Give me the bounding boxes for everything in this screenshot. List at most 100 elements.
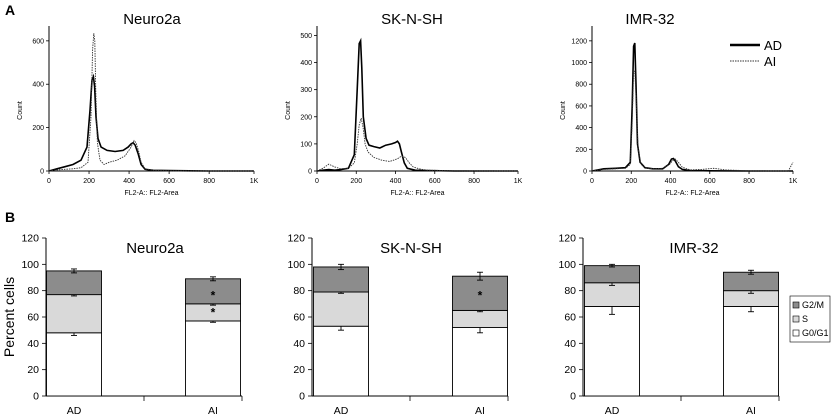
y-tick-label: 100 <box>300 141 312 148</box>
x-tick-label: 800 <box>203 178 215 185</box>
histogram-sk-n-sh: SK-N-SH 0 100 200 300 400 500 0 200 400 600 800 1K FL… <box>285 11 523 197</box>
y-tick-label: 300 <box>300 87 312 94</box>
y-tick-label: 400 <box>575 125 587 132</box>
bar-segment-g2-m <box>313 266 369 293</box>
y-tick-label: 400 <box>32 82 44 89</box>
series-line-ad <box>316 37 518 172</box>
y-axis-label: Count <box>560 101 567 120</box>
x-tick-label: 0 <box>315 178 319 185</box>
y-tick-label: 120 <box>558 233 576 245</box>
x-tick-label: 1K <box>250 178 259 185</box>
y-tick-label: 100 <box>287 259 305 271</box>
bar-segment-g0-g1 <box>452 327 508 397</box>
y-tick-label: 0 <box>308 169 312 176</box>
y-tick-label: 200 <box>32 125 44 132</box>
y-tick-label: 80 <box>27 285 39 297</box>
x-tick-label: 1K <box>789 178 798 185</box>
bar-segment-g0-g1 <box>584 306 640 397</box>
y-tick-label: 20 <box>564 364 576 376</box>
y-tick-label: 80 <box>293 285 305 297</box>
category-label: AD <box>605 405 620 417</box>
y-tick-label: 40 <box>27 338 39 350</box>
y-tick-label: 0 <box>583 169 587 176</box>
series-line-ad <box>591 42 793 172</box>
y-tick-label: 20 <box>293 364 305 376</box>
bar-segment-s <box>313 291 369 327</box>
bar-segment-g2-m <box>584 265 640 284</box>
chart-title: IMR-32 <box>669 240 718 257</box>
category-label: AD <box>334 405 349 417</box>
x-tick-label: 0 <box>47 178 51 185</box>
x-tick-label: 600 <box>704 178 716 185</box>
y-tick-label: 80 <box>564 285 576 297</box>
x-tick-label: 200 <box>625 178 637 185</box>
y-tick-label: 60 <box>293 312 305 324</box>
series-line-ai <box>48 33 254 172</box>
x-tick-label: 1K <box>514 178 523 185</box>
legend-label-s: S <box>802 314 808 324</box>
y-tick-label: 100 <box>558 259 576 271</box>
bar-segment-g0-g1 <box>185 320 241 397</box>
bar-segment-s <box>46 294 102 334</box>
x-axis-label: FL2-A:: FL2-Area <box>665 190 719 197</box>
y-tick-label: 200 <box>300 114 312 121</box>
bar-segment-g2-m <box>723 271 779 292</box>
y-tick-label: 20 <box>27 364 39 376</box>
y-tick-label: 200 <box>575 147 587 154</box>
significance-marker: * <box>211 289 216 303</box>
series-line-ai <box>316 117 519 172</box>
bar-segment-g0-g1 <box>46 332 102 397</box>
category-label: AD <box>67 405 82 417</box>
x-axis-label: FL2-A:: FL2-Area <box>390 190 444 197</box>
y-tick-label: 600 <box>32 38 44 45</box>
x-tick-label: 200 <box>83 178 95 185</box>
y-tick-label: 600 <box>575 103 587 110</box>
bar-segment-g2-m <box>46 270 102 296</box>
y-tick-label: 1200 <box>571 38 587 45</box>
y-tick-label: 0 <box>40 169 44 176</box>
y-tick-label: 120 <box>21 233 39 245</box>
x-tick-label: 800 <box>743 178 755 185</box>
bar-segment-s <box>584 282 640 307</box>
bar-segment-g2-m <box>452 275 508 311</box>
chart-title: IMR-32 <box>625 11 674 28</box>
stacked-bar-neuro2a: Neuro2a 0 20 40 60 80 100 120 AD AI * * Percent cell… <box>1 233 243 417</box>
panel-a-label: A <box>5 2 15 18</box>
chart-title: SK-N-SH <box>380 240 442 257</box>
chart-title: Neuro2a <box>126 240 184 257</box>
x-tick-label: 400 <box>390 178 402 185</box>
category-label: AI <box>746 405 756 417</box>
bar-segment-g0-g1 <box>723 306 779 397</box>
chart-title: Neuro2a <box>123 11 181 28</box>
y-tick-label: 800 <box>575 82 587 89</box>
x-tick-label: 800 <box>468 178 480 185</box>
bar-segment-g0-g1 <box>313 325 369 397</box>
chart-title: SK-N-SH <box>381 11 443 28</box>
y-tick-label: 400 <box>300 60 312 67</box>
x-tick-label: 0 <box>590 178 594 185</box>
histogram-imr-32: IMR-32 0 200 400 600 800 1000 1200 0 200 400 600 800… <box>560 11 798 197</box>
y-tick-label: 1000 <box>571 60 587 67</box>
legend-label-g0-g1: G0/G1 <box>802 328 829 338</box>
x-tick-label: 600 <box>163 178 175 185</box>
legend-swatch-g2-m <box>792 301 800 309</box>
y-tick-label: 500 <box>300 33 312 40</box>
y-tick-label: 100 <box>21 259 39 271</box>
legend-label-ad: AD <box>764 38 782 53</box>
y-tick-label: 0 <box>299 391 305 403</box>
x-axis-label: FL2-A:: FL2-Area <box>124 190 178 197</box>
series-line-ai <box>591 69 794 172</box>
y-tick-label: 120 <box>287 233 305 245</box>
y-tick-label: 40 <box>293 338 305 350</box>
y-tick-label: 0 <box>570 391 576 403</box>
y-axis-label: Count <box>285 101 292 120</box>
category-label: AI <box>208 405 218 417</box>
significance-marker: * <box>211 306 216 320</box>
x-tick-label: 600 <box>429 178 441 185</box>
y-tick-label: 60 <box>564 312 576 324</box>
y-tick-label: 40 <box>564 338 576 350</box>
x-tick-label: 200 <box>350 178 362 185</box>
